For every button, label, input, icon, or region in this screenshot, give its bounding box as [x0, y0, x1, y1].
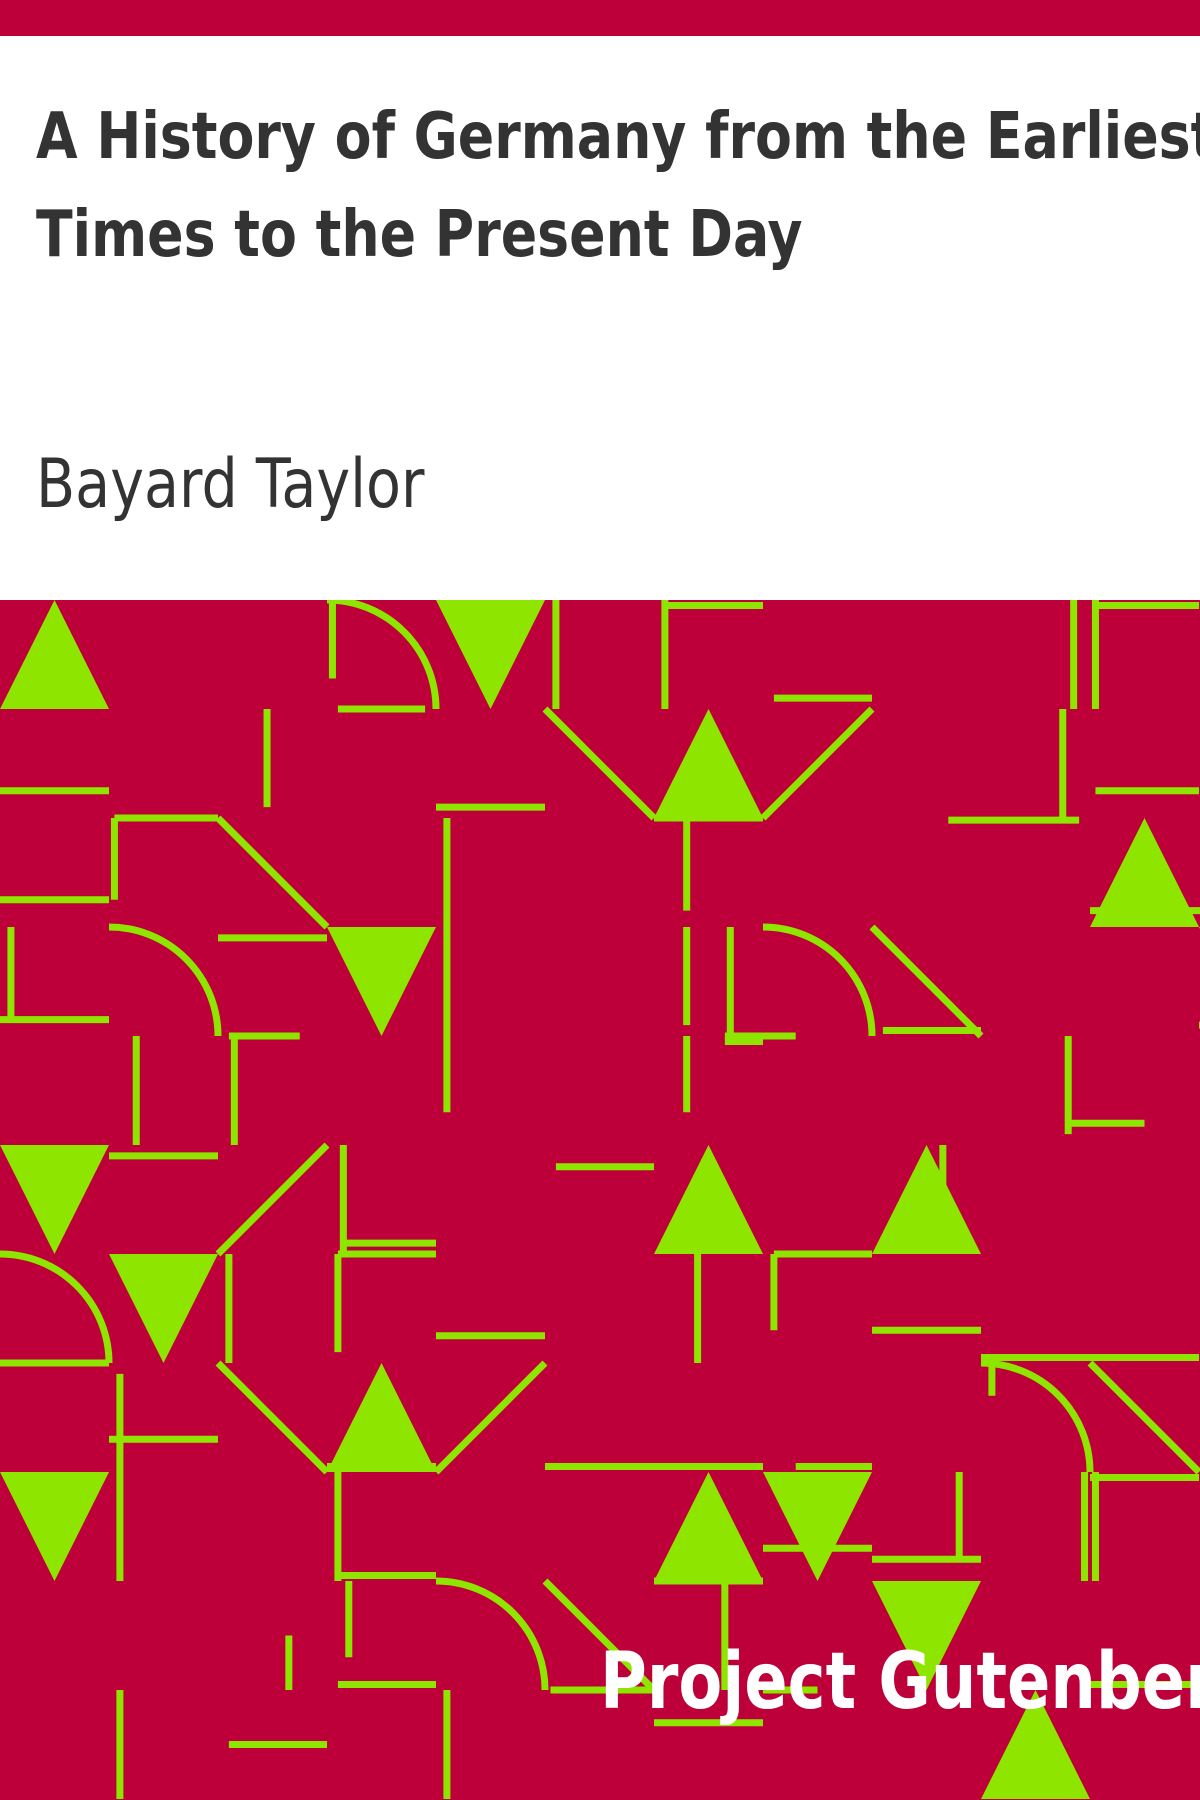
triangle-down-shape: [436, 600, 545, 709]
pattern-line: [1087, 1360, 1200, 1475]
pattern-line: [433, 1360, 548, 1475]
book-title-line-1: A History of Germany from the Earliest: [36, 100, 1200, 174]
triangle-up-shape: [654, 709, 763, 818]
triangle-up-shape: [654, 1472, 763, 1581]
pattern-arc: [0, 1250, 113, 1364]
pattern-arc: [108, 923, 222, 1037]
pattern-line: [542, 1578, 657, 1693]
triangle-up-shape: [981, 1690, 1090, 1799]
triangle-down-shape: [0, 1145, 109, 1254]
pattern-line: [760, 706, 875, 821]
book-title: A History of Germany from the Earliest T…: [36, 88, 1200, 284]
triangle-up-shape: [654, 1145, 763, 1254]
book-title-line-2: Times to the Present Day: [36, 198, 803, 272]
triangle-up-shape: [327, 1363, 436, 1472]
pattern-line: [869, 924, 984, 1039]
pattern-arc: [762, 923, 876, 1037]
triangle-up-shape: [0, 600, 109, 709]
pattern-line: [215, 815, 330, 930]
triangle-up-shape: [1090, 818, 1199, 927]
pattern-arc: [326, 600, 440, 710]
triangle-up-shape: [872, 1145, 981, 1254]
triangle-down-shape: [872, 1581, 981, 1690]
pattern-background: [0, 600, 1200, 1800]
triangle-down-shape: [0, 1472, 109, 1581]
pattern-line: [215, 1142, 330, 1257]
pattern-line: [542, 706, 657, 821]
pattern-line: [215, 1360, 330, 1475]
triangle-down-shape: [327, 927, 436, 1036]
top-color-band: [0, 0, 1200, 36]
triangle-down-shape: [109, 1254, 218, 1363]
pattern-arc: [435, 1577, 549, 1691]
triangle-down-shape: [763, 1472, 872, 1581]
book-author: Bayard Taylor: [36, 445, 425, 524]
pattern-marks: [0, 600, 1200, 1799]
geometric-pattern: [0, 600, 1200, 1800]
publisher-name: Project Gutenberg: [600, 1637, 1200, 1727]
pattern-arc: [980, 1359, 1094, 1473]
